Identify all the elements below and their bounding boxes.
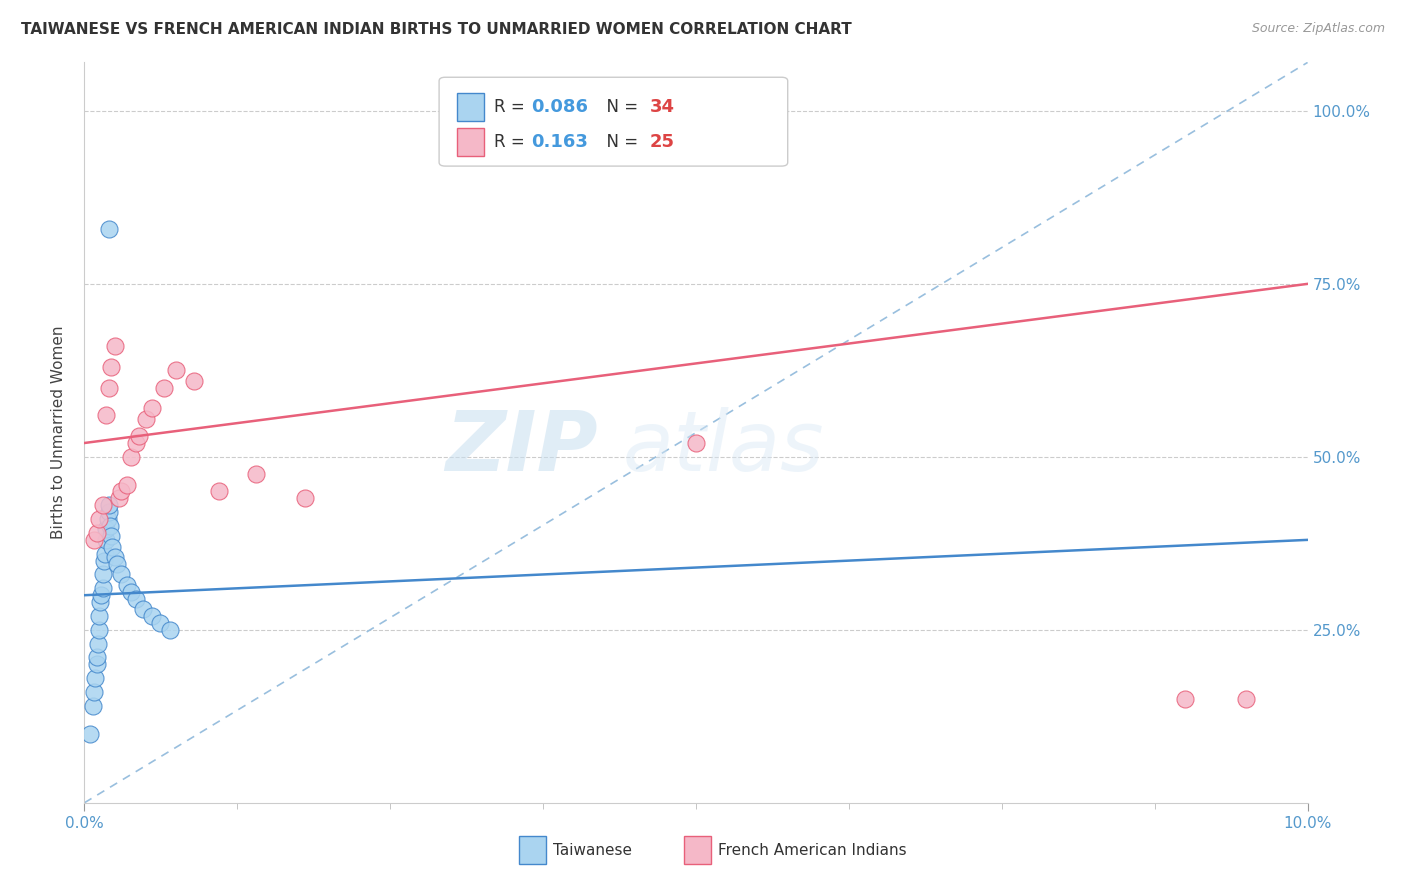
Point: [1174, 692, 1197, 706]
Point: [86, 650, 108, 665]
Point: [101, 540, 124, 554]
Point: [294, 491, 316, 506]
Point: [165, 363, 187, 377]
Point: [87, 637, 110, 651]
Point: [685, 436, 707, 450]
Y-axis label: Births to Unmarried Women: Births to Unmarried Women: [51, 326, 66, 540]
Text: Source: ZipAtlas.com: Source: ZipAtlas.com: [1251, 22, 1385, 36]
Point: [141, 401, 163, 416]
Text: TAIWANESE VS FRENCH AMERICAN INDIAN BIRTHS TO UNMARRIED WOMEN CORRELATION CHART: TAIWANESE VS FRENCH AMERICAN INDIAN BIRT…: [21, 22, 852, 37]
Point: [91, 582, 114, 596]
Point: [104, 339, 127, 353]
Point: [94, 547, 117, 561]
Point: [120, 450, 142, 464]
Text: R =: R =: [494, 98, 530, 116]
Point: [107, 491, 129, 506]
Text: ZIP: ZIP: [446, 407, 598, 488]
Text: 25: 25: [650, 134, 675, 152]
Text: N =: N =: [596, 98, 643, 116]
Point: [97, 221, 120, 235]
FancyBboxPatch shape: [457, 128, 484, 156]
Text: 0.086: 0.086: [531, 98, 588, 116]
Point: [84, 671, 107, 685]
Point: [86, 525, 108, 540]
Point: [79, 726, 101, 740]
Point: [96, 409, 118, 423]
Point: [208, 484, 231, 499]
Point: [149, 615, 172, 630]
Point: [110, 484, 132, 499]
Point: [115, 578, 138, 592]
Point: [1236, 692, 1258, 706]
Point: [128, 429, 150, 443]
Text: French American Indians: French American Indians: [718, 844, 907, 858]
Point: [97, 381, 120, 395]
FancyBboxPatch shape: [519, 836, 546, 864]
Point: [83, 533, 105, 547]
FancyBboxPatch shape: [683, 836, 710, 864]
Point: [245, 467, 267, 482]
Point: [97, 498, 120, 512]
FancyBboxPatch shape: [457, 93, 484, 121]
Point: [96, 523, 118, 537]
Text: atlas: atlas: [623, 407, 824, 488]
Point: [120, 584, 142, 599]
Point: [153, 381, 176, 395]
Point: [86, 657, 108, 672]
Point: [83, 685, 105, 699]
Point: [91, 567, 114, 582]
Point: [89, 595, 111, 609]
Point: [97, 512, 120, 526]
Point: [87, 623, 110, 637]
Point: [105, 557, 128, 571]
Point: [97, 505, 120, 519]
Point: [135, 411, 157, 425]
Point: [125, 436, 148, 450]
Point: [110, 567, 132, 582]
Point: [159, 623, 181, 637]
Point: [183, 374, 205, 388]
Point: [104, 550, 127, 565]
Text: R =: R =: [494, 134, 530, 152]
Point: [141, 609, 163, 624]
Point: [91, 498, 114, 512]
Point: [87, 512, 110, 526]
Point: [125, 591, 148, 606]
FancyBboxPatch shape: [439, 78, 787, 166]
Point: [98, 519, 121, 533]
Point: [87, 609, 110, 624]
Point: [90, 588, 112, 602]
Text: 34: 34: [650, 98, 675, 116]
Text: N =: N =: [596, 134, 643, 152]
Point: [96, 533, 118, 547]
Point: [115, 477, 138, 491]
Point: [100, 529, 122, 543]
Point: [82, 698, 104, 713]
Point: [132, 602, 155, 616]
Point: [100, 359, 122, 374]
Point: [93, 554, 115, 568]
Text: 0.163: 0.163: [531, 134, 588, 152]
Text: Taiwanese: Taiwanese: [553, 844, 631, 858]
